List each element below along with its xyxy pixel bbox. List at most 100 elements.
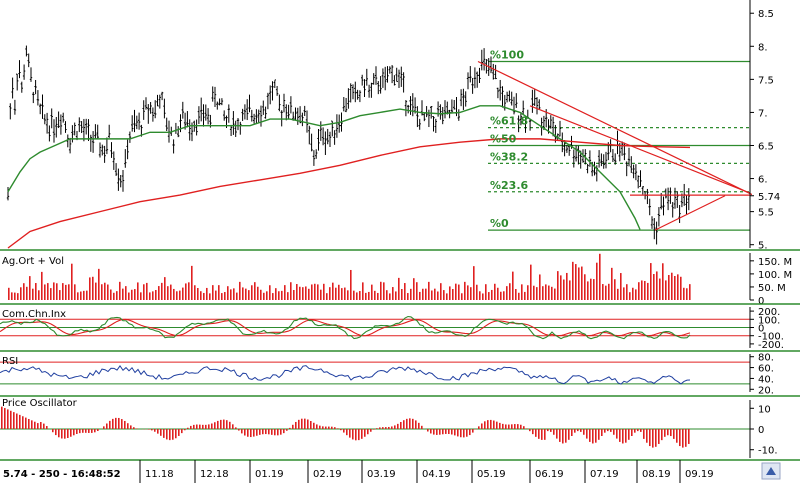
price-tick-label: 6. — [758, 175, 768, 186]
oscillator-bar — [124, 420, 126, 429]
volume-bar — [419, 291, 421, 300]
volume-bar — [344, 287, 346, 300]
volume-bar — [347, 290, 349, 300]
volume-bar — [398, 277, 400, 300]
oscillator-bar — [517, 424, 519, 429]
oscillator-panel[interactable]: Price Oscillator 10 0 -10. — [0, 398, 778, 458]
volume-bar — [173, 288, 175, 300]
price-bar — [381, 68, 385, 88]
oscillator-bar — [469, 429, 471, 436]
volume-bar — [113, 292, 115, 300]
price-bar — [20, 81, 23, 93]
volume-bar — [485, 284, 487, 300]
oscillator-bar — [286, 429, 288, 431]
price-bar — [160, 91, 164, 101]
price-bar — [443, 100, 447, 119]
rsi-panel-title: RSI — [2, 356, 18, 367]
oscillator-bar — [22, 416, 24, 429]
price-bar — [611, 149, 615, 162]
volume-bar — [248, 290, 250, 300]
status-time: 16:48:52 — [71, 469, 121, 480]
price-bar — [32, 91, 35, 104]
volume-bar — [548, 285, 550, 300]
price-bar — [202, 104, 205, 127]
oscillator-bar — [352, 429, 354, 440]
oscillator-bar — [382, 427, 384, 429]
price-bar — [535, 97, 539, 115]
volume-bar — [152, 291, 154, 300]
price-bar — [333, 130, 336, 145]
price-bar — [637, 175, 640, 189]
oscillator-bar — [88, 429, 90, 433]
volume-bar — [245, 288, 247, 300]
price-panel[interactable]: 8.5 8. 7.5 7. 6.5 6. 5.74 5.5 5. %100 %61.8 %50 %38… — [6, 0, 786, 252]
oscillator-bar — [595, 429, 597, 443]
price-bar — [34, 80, 37, 95]
volume-panel[interactable]: Ag.Ort + Vol 150. M 100. M 50. M 0 — [2, 253, 792, 307]
oscillator-bar — [466, 429, 468, 437]
oscillator-bar — [688, 429, 690, 444]
price-bar — [13, 99, 17, 115]
oscillator-bar — [526, 428, 528, 429]
rsi-panel[interactable]: RSI 80.60.40.20. — [0, 353, 774, 397]
oscillator-bar — [181, 429, 183, 434]
price-bar — [48, 125, 51, 142]
oscillator-bar — [289, 427, 291, 429]
volume-bar — [377, 292, 379, 300]
volume-bar — [83, 290, 85, 300]
oscillator-bar — [427, 429, 429, 432]
volume-bar — [623, 287, 625, 300]
price-tick-label: 7.5 — [758, 75, 774, 86]
volume-bar — [422, 288, 424, 300]
oscillator-bar — [622, 429, 624, 444]
oscillator-bar — [79, 429, 81, 434]
trend-line — [529, 105, 751, 194]
oscillator-bar — [451, 429, 453, 435]
volume-bar — [473, 266, 475, 300]
price-bar — [43, 114, 46, 125]
price-bar — [41, 94, 44, 119]
price-tick-label: 6.5 — [758, 141, 774, 152]
price-bar — [119, 174, 122, 188]
price-bar — [459, 89, 463, 107]
oscillator-bar — [361, 429, 363, 439]
oscillator-bar — [400, 422, 402, 429]
price-bar — [298, 106, 302, 124]
price-bar — [356, 89, 359, 100]
month-label: 01.19 — [255, 469, 284, 480]
oscillator-tick-label: -10. — [758, 446, 778, 457]
volume-bar — [242, 287, 244, 300]
price-bar — [11, 77, 14, 99]
oscillator-bar — [121, 419, 123, 429]
price-bar — [482, 48, 486, 71]
price-bar — [335, 114, 339, 138]
oscillator-bar — [445, 429, 447, 434]
volume-bar — [227, 286, 229, 300]
volume-bar — [542, 286, 544, 300]
price-bar — [593, 161, 596, 176]
volume-bar — [56, 283, 58, 300]
price-bar — [462, 88, 465, 110]
volume-bar — [257, 286, 259, 300]
volume-bar — [371, 284, 373, 300]
oscillator-bar — [448, 429, 450, 434]
price-bar — [6, 187, 10, 201]
volume-bar — [122, 288, 124, 300]
chart-settings-icon[interactable] — [761, 462, 781, 480]
moving-average-short — [7, 105, 641, 230]
oscillator-bar — [271, 429, 273, 435]
cci-panel[interactable]: Com.Chn.Inx 200.100.0-100.-200. — [0, 307, 784, 351]
volume-bar — [392, 287, 394, 300]
volume-bar — [338, 284, 340, 300]
oscillator-bar — [679, 429, 681, 447]
volume-bar — [620, 273, 622, 300]
panel-separators — [0, 249, 800, 461]
price-bar — [538, 99, 541, 110]
price-bar — [220, 98, 224, 106]
volume-bar — [275, 288, 277, 300]
oscillator-bar — [10, 410, 12, 429]
volume-bar — [467, 285, 469, 300]
oscillator-bar — [631, 429, 633, 436]
oscillator-bar — [394, 425, 396, 429]
price-bar — [73, 122, 76, 136]
